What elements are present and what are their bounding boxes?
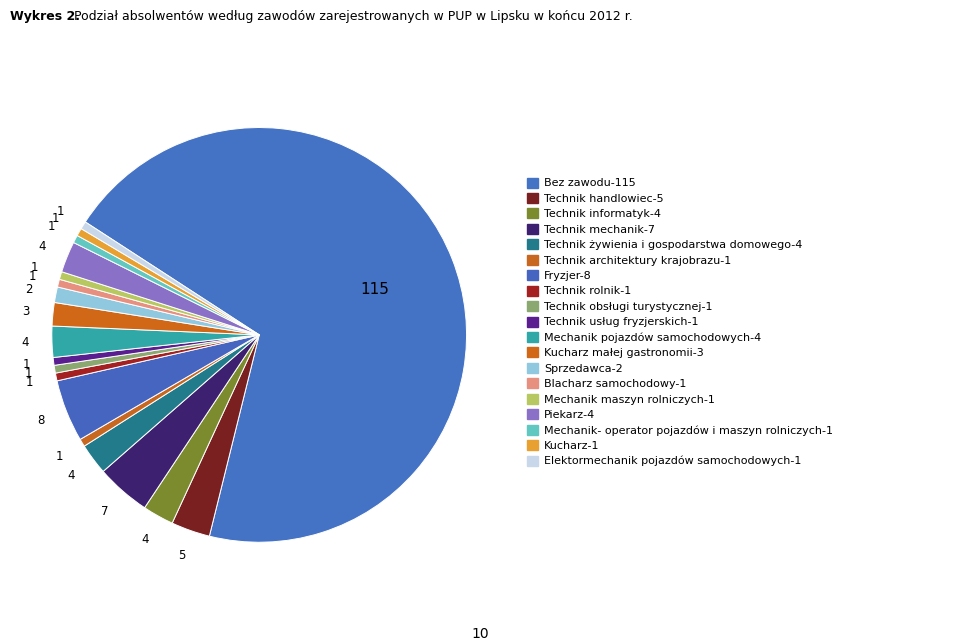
Text: 5: 5 bbox=[178, 549, 185, 562]
Wedge shape bbox=[60, 272, 259, 335]
Text: 1: 1 bbox=[24, 367, 32, 380]
Text: 1: 1 bbox=[56, 450, 62, 463]
Legend: Bez zawodu-115, Technik handlowiec-5, Technik informatyk-4, Technik mechanik-7, : Bez zawodu-115, Technik handlowiec-5, Te… bbox=[524, 175, 836, 469]
Text: 2: 2 bbox=[26, 283, 33, 296]
Wedge shape bbox=[84, 335, 259, 471]
Text: 3: 3 bbox=[22, 305, 30, 318]
Wedge shape bbox=[77, 229, 259, 335]
Text: 10: 10 bbox=[471, 627, 489, 641]
Wedge shape bbox=[81, 222, 259, 335]
Wedge shape bbox=[52, 303, 259, 335]
Text: Podział absolwentów według zawodów zarejestrowanych w PUP w Lipsku w końcu 2012 : Podział absolwentów według zawodów zarej… bbox=[70, 10, 633, 23]
Wedge shape bbox=[61, 243, 259, 335]
Wedge shape bbox=[57, 335, 259, 439]
Text: 1: 1 bbox=[57, 205, 64, 218]
Text: 1: 1 bbox=[29, 270, 36, 283]
Wedge shape bbox=[103, 335, 259, 507]
Wedge shape bbox=[56, 335, 259, 381]
Text: 1: 1 bbox=[26, 376, 34, 389]
Text: 7: 7 bbox=[101, 505, 108, 518]
Wedge shape bbox=[54, 335, 259, 373]
Text: Wykres 2.: Wykres 2. bbox=[10, 10, 80, 23]
Text: 4: 4 bbox=[38, 240, 46, 253]
Wedge shape bbox=[74, 236, 259, 335]
Text: 115: 115 bbox=[361, 281, 390, 297]
Wedge shape bbox=[58, 279, 259, 335]
Text: 4: 4 bbox=[141, 533, 149, 546]
Wedge shape bbox=[55, 287, 259, 335]
Text: 4: 4 bbox=[21, 336, 29, 349]
Text: 4: 4 bbox=[68, 469, 76, 482]
Text: 8: 8 bbox=[37, 415, 45, 428]
Wedge shape bbox=[52, 326, 259, 357]
Text: 1: 1 bbox=[23, 359, 31, 372]
Wedge shape bbox=[53, 335, 259, 365]
Wedge shape bbox=[172, 335, 259, 536]
Wedge shape bbox=[85, 128, 467, 542]
Wedge shape bbox=[145, 335, 259, 523]
Text: 1: 1 bbox=[48, 220, 55, 233]
Wedge shape bbox=[80, 335, 259, 446]
Text: 1: 1 bbox=[31, 261, 38, 274]
Text: 1: 1 bbox=[52, 212, 60, 225]
